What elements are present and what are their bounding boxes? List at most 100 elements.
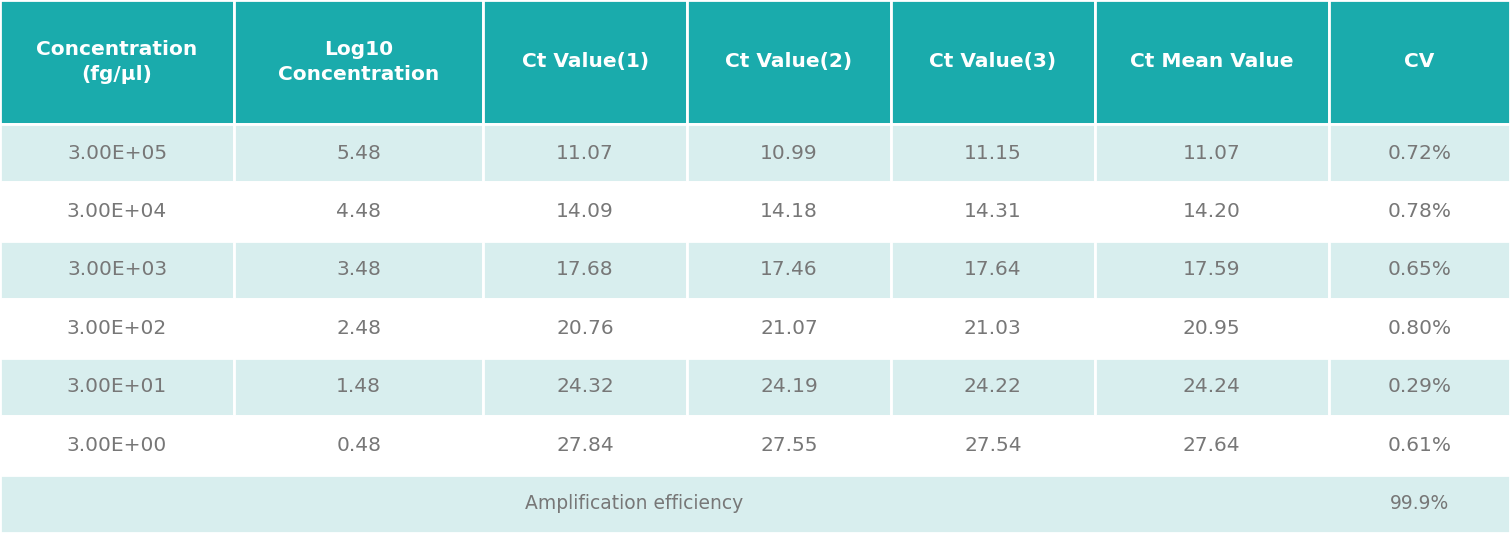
Text: 10.99: 10.99 (760, 143, 818, 163)
Bar (1329, 182, 1510, 241)
Text: 11.15: 11.15 (963, 143, 1022, 163)
Bar (891, 182, 1095, 241)
Bar (1329, 124, 1510, 182)
Text: 14.09: 14.09 (556, 202, 615, 221)
Text: 21.07: 21.07 (760, 319, 818, 338)
Bar (1095, 299, 1329, 358)
Text: 24.19: 24.19 (760, 377, 818, 397)
Bar (234, 416, 483, 474)
Text: 3.00E+04: 3.00E+04 (66, 202, 168, 221)
Text: Ct Value(1): Ct Value(1) (521, 52, 649, 71)
Bar (687, 0, 891, 124)
Bar (0, 299, 234, 358)
Bar (1095, 182, 1329, 241)
Bar (0, 358, 234, 416)
Text: 17.46: 17.46 (760, 261, 818, 279)
Bar (234, 0, 483, 124)
Text: 27.54: 27.54 (963, 436, 1022, 455)
Bar (891, 241, 1095, 299)
Text: Ct Value(2): Ct Value(2) (725, 52, 853, 71)
Text: 0.48: 0.48 (337, 436, 381, 455)
Text: 3.00E+03: 3.00E+03 (66, 261, 168, 279)
Text: 0.78%: 0.78% (1388, 202, 1451, 221)
Bar (234, 182, 483, 241)
Bar (1095, 124, 1329, 182)
Bar (483, 416, 687, 474)
Bar (687, 416, 891, 474)
Bar (1329, 358, 1510, 416)
Bar (483, 182, 687, 241)
Bar (891, 299, 1095, 358)
Bar (483, 124, 687, 182)
Bar (687, 241, 891, 299)
Text: 0.65%: 0.65% (1388, 261, 1451, 279)
Text: 17.64: 17.64 (963, 261, 1022, 279)
Text: 27.84: 27.84 (556, 436, 615, 455)
Bar (1329, 241, 1510, 299)
Text: Concentration
(fg/µl): Concentration (fg/µl) (36, 40, 198, 84)
Text: 27.55: 27.55 (760, 436, 818, 455)
Text: 24.32: 24.32 (556, 377, 615, 397)
Text: 0.29%: 0.29% (1388, 377, 1451, 397)
Text: 27.64: 27.64 (1182, 436, 1241, 455)
Text: Ct Value(3): Ct Value(3) (929, 52, 1057, 71)
Bar (891, 0, 1095, 124)
Bar (234, 299, 483, 358)
Bar (1329, 0, 1510, 124)
Bar (891, 416, 1095, 474)
Bar (891, 358, 1095, 416)
Text: 11.07: 11.07 (1182, 143, 1241, 163)
Bar (0, 124, 234, 182)
Text: 4.48: 4.48 (337, 202, 381, 221)
Text: 3.00E+01: 3.00E+01 (66, 377, 168, 397)
Bar (1095, 0, 1329, 124)
Bar (687, 182, 891, 241)
Bar (687, 299, 891, 358)
Bar (483, 299, 687, 358)
Text: 1.48: 1.48 (337, 377, 381, 397)
Bar (687, 358, 891, 416)
Bar (0, 416, 234, 474)
Bar (1095, 241, 1329, 299)
Text: 3.00E+02: 3.00E+02 (66, 319, 168, 338)
Bar (0, 0, 234, 124)
Text: 11.07: 11.07 (556, 143, 615, 163)
Text: Amplification efficiency: Amplification efficiency (525, 494, 743, 513)
Bar (1095, 416, 1329, 474)
Bar (483, 241, 687, 299)
Text: 14.20: 14.20 (1182, 202, 1241, 221)
Bar (687, 124, 891, 182)
Text: 17.68: 17.68 (556, 261, 615, 279)
Text: 0.80%: 0.80% (1388, 319, 1451, 338)
Text: 20.76: 20.76 (556, 319, 615, 338)
Text: 20.95: 20.95 (1182, 319, 1241, 338)
Bar (1329, 416, 1510, 474)
Bar (483, 0, 687, 124)
Text: 5.48: 5.48 (337, 143, 381, 163)
Text: 24.22: 24.22 (963, 377, 1022, 397)
Text: Ct Mean Value: Ct Mean Value (1129, 52, 1294, 71)
Bar (234, 241, 483, 299)
Bar (0, 182, 234, 241)
Text: 2.48: 2.48 (337, 319, 381, 338)
Text: 3.48: 3.48 (337, 261, 381, 279)
Bar (1095, 358, 1329, 416)
Bar (483, 358, 687, 416)
Text: Log10
Concentration: Log10 Concentration (278, 40, 439, 84)
Text: 14.31: 14.31 (963, 202, 1022, 221)
Text: 3.00E+05: 3.00E+05 (66, 143, 168, 163)
Text: 3.00E+00: 3.00E+00 (66, 436, 168, 455)
Text: 17.59: 17.59 (1182, 261, 1241, 279)
Bar (891, 124, 1095, 182)
Text: CV: CV (1404, 52, 1434, 71)
Text: 0.72%: 0.72% (1388, 143, 1451, 163)
Bar (0, 474, 1510, 533)
Bar (0, 241, 234, 299)
Bar (1329, 299, 1510, 358)
Text: 21.03: 21.03 (963, 319, 1022, 338)
Text: 0.61%: 0.61% (1388, 436, 1451, 455)
Text: 24.24: 24.24 (1182, 377, 1241, 397)
Text: 14.18: 14.18 (760, 202, 818, 221)
Bar (234, 124, 483, 182)
Text: 99.9%: 99.9% (1389, 494, 1450, 513)
